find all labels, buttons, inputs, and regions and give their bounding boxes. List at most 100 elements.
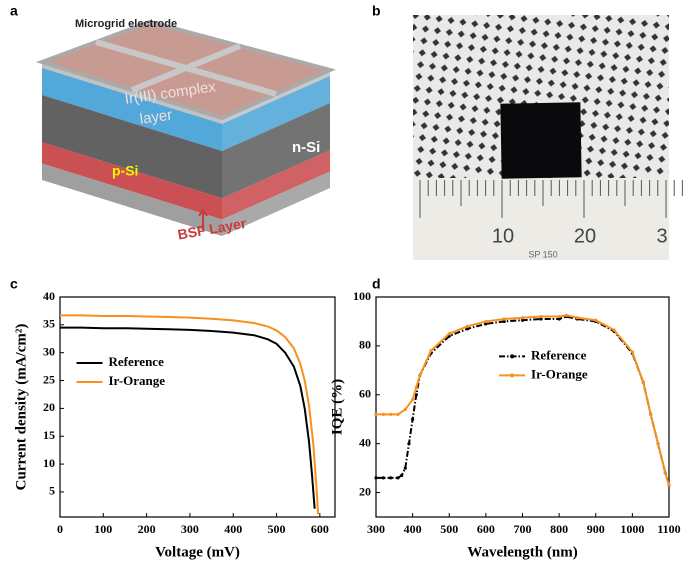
marker	[374, 412, 378, 416]
y-tick-label: 100	[353, 289, 371, 303]
y-tick-label: 15	[43, 428, 55, 442]
plot-frame	[375, 296, 670, 518]
marker	[429, 349, 433, 353]
x-tick-label: 200	[138, 522, 156, 536]
ruler-label: 10	[492, 225, 514, 247]
x-tick-label: 600	[311, 522, 329, 536]
marker	[411, 417, 415, 421]
marker	[641, 380, 645, 385]
y-tick-label: 80	[359, 338, 371, 352]
marker	[557, 314, 561, 319]
marker	[418, 373, 422, 377]
layer	[42, 163, 222, 236]
marker	[520, 316, 525, 320]
marker	[407, 442, 411, 446]
marker	[396, 412, 400, 416]
y-tick-label: 5	[49, 484, 55, 498]
series-line	[376, 314, 670, 486]
device-diagram	[35, 19, 336, 236]
y-tick-label: 40	[359, 435, 371, 449]
panel-label: a	[10, 3, 18, 19]
marker	[663, 471, 667, 475]
marker	[667, 483, 671, 487]
marker	[630, 350, 634, 354]
legend-marker	[510, 373, 515, 378]
marker	[414, 393, 418, 397]
grid-electrode	[130, 43, 242, 93]
layer	[222, 150, 330, 220]
x-tick-label: 600	[477, 522, 495, 536]
marker	[400, 473, 404, 478]
complex-label: layer	[139, 107, 174, 128]
x-axis-label: Wavelength (nm)	[467, 544, 577, 560]
layer	[42, 142, 222, 220]
n-si-label: n-Si	[292, 139, 320, 156]
photo: 10 20 3 SP 150	[413, 15, 683, 260]
sample	[500, 102, 582, 179]
marker	[389, 476, 393, 480]
marker	[502, 317, 506, 321]
marker	[465, 324, 470, 328]
legend-label: Reference	[109, 354, 165, 369]
ruler-label: 20	[574, 225, 596, 247]
marker	[403, 466, 407, 470]
panel-label: b	[372, 3, 381, 19]
marker	[411, 398, 415, 402]
marker	[649, 412, 653, 416]
x-tick-label: 1000	[620, 522, 644, 536]
x-tick-label: 400	[224, 522, 242, 536]
legend-marker	[510, 354, 515, 359]
layer	[42, 95, 222, 199]
marker	[539, 314, 543, 319]
y-tick-label: 40	[43, 289, 55, 303]
y-tick-label: 25	[43, 372, 55, 386]
ruler-ticks	[419, 180, 683, 218]
y-tick-label: 60	[359, 387, 371, 401]
y-tick-label: 35	[43, 317, 55, 331]
x-axis-label: Voltage (mV)	[155, 544, 240, 560]
marker	[381, 476, 385, 480]
x-tick-label: 100	[94, 522, 112, 536]
x-tick-label: 800	[550, 522, 568, 536]
legend-label: Ir-Orange	[531, 366, 588, 381]
marker	[447, 332, 451, 336]
marker	[575, 316, 580, 320]
bsf-arrow	[198, 208, 208, 230]
marker	[465, 327, 470, 331]
x-tick-label: 1100	[657, 522, 680, 536]
x-tick-label: 0	[57, 522, 63, 536]
layer	[222, 75, 330, 152]
marker	[594, 318, 598, 322]
marker	[520, 318, 525, 322]
x-tick-label: 900	[587, 522, 605, 536]
marker	[403, 407, 407, 412]
marker	[564, 313, 569, 317]
y-tick-label: 30	[43, 344, 55, 358]
y-tick-label: 20	[43, 400, 55, 414]
panel-label: c	[10, 276, 18, 292]
layer	[222, 103, 330, 199]
y-axis-label: IQE (%)	[329, 379, 345, 435]
panel-label: d	[372, 276, 381, 292]
plot-frame	[59, 296, 336, 518]
p-si-label: p-Si	[112, 163, 138, 179]
marker	[414, 385, 418, 390]
x-tick-label: 300	[181, 522, 199, 536]
y-tick-label: 20	[359, 484, 371, 498]
legend-label: Reference	[531, 347, 587, 362]
y-axis-label: Current density (mA/cm²)	[13, 324, 29, 491]
marker	[396, 476, 400, 480]
marker	[612, 328, 616, 332]
ruler-brand: SP 150	[528, 249, 557, 259]
x-tick-label: 300	[367, 522, 385, 536]
marker	[389, 412, 393, 416]
y-tick-label: 10	[43, 456, 55, 470]
x-tick-label: 400	[404, 522, 422, 536]
marker	[381, 412, 385, 416]
layer	[222, 171, 330, 236]
series-line	[60, 326, 316, 509]
marker	[484, 319, 488, 324]
layer	[42, 67, 222, 152]
